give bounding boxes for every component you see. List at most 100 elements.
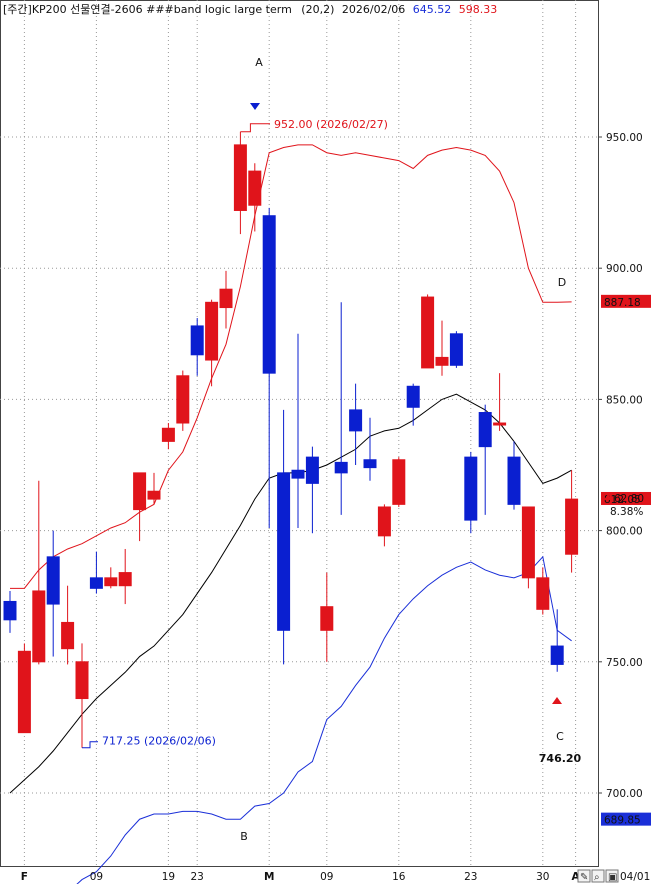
candle [392,457,406,507]
candle [133,472,147,542]
candle-body [176,375,190,424]
x-tick-label: 16 [392,871,406,883]
upper-band-value-tag-box [601,294,651,308]
header-params: (20,2) [301,3,334,16]
settings-button[interactable] [605,869,619,883]
candle [377,504,391,547]
change-value: 62.80 [614,493,644,505]
candle-body [377,506,391,537]
lower-band-value-tag-box [601,812,651,826]
candle-body [392,459,406,505]
x-tick-label: M [264,871,274,883]
header-date: 2026/02/06 [342,3,405,16]
candle [3,590,17,633]
candle-body [349,409,363,432]
candle-body [363,459,377,469]
candle-body [550,645,564,665]
annotations: A 952.00 (2026/02/27) 717.25 (2026/02/06) B… [82,56,651,843]
candle [75,643,89,748]
candle [17,643,31,734]
candle-body [133,472,147,511]
candle-body [262,215,276,374]
candle-body [118,572,132,587]
zoom-icon: ⌕ [594,872,600,883]
candle-body [320,606,334,631]
draw-pencil-button[interactable] [577,869,591,883]
candle [219,270,233,329]
y-axis: 950.00 900.00 850.00 800.00 750.00 700.00 [598,132,643,800]
pencil-icon: ✎ [580,872,588,883]
candle-body [190,325,204,356]
candle-body [435,356,449,366]
candle-body [248,170,262,206]
y-tick-label: 850.00 [606,394,643,406]
zoom-button[interactable] [591,869,605,883]
header-title: [주간]KP200 선물연결-2606 ###band logic large … [3,3,292,16]
candle [61,585,75,665]
candle [161,423,175,450]
candle-body [147,490,161,500]
candle [320,572,334,662]
candle [104,567,118,589]
close-value-tag: 812.05 [604,494,641,506]
chart-header: [주간]KP200 선물연결-2606 ###band logic large … [3,3,497,16]
y-tick-label: 800.00 [606,526,643,538]
candle [248,163,262,232]
candle-body [464,456,478,521]
high-value-label: 952.00 (2026/02/27) [274,118,388,131]
x-tick-label: A [572,871,581,883]
lower-band-line [76,555,572,884]
end-date-label: 04/01 [620,871,650,883]
candle [421,294,435,369]
lower-band-value-tag: 689.85 [604,815,641,827]
candle [435,320,449,376]
candle [493,373,507,431]
label-c: C [556,730,564,743]
label-b: B [240,830,248,843]
change-up-icon [604,494,612,500]
y-tick-label: 750.00 [606,657,643,669]
up-arrow-icon [552,697,562,712]
candle [363,417,377,481]
candle-body [291,469,305,479]
candle [89,551,103,594]
candle [277,409,291,665]
mid-band-line [9,393,572,794]
label-d: D [558,276,566,289]
x-tick-label: 19 [162,871,175,883]
candle [478,404,492,515]
x-tick-label: 23 [464,871,477,883]
candle [550,609,564,672]
candle-body [478,412,492,448]
candle [565,470,579,573]
candle-body [277,472,291,631]
close-value-tag-box [601,491,651,505]
candle [147,472,161,505]
y-tick-label: 900.00 [606,263,643,275]
candle [305,446,319,534]
down-arrow-icon [250,93,260,110]
x-axis: F 09 19 23 M 09 16 23 30 A [21,871,581,883]
candle [32,480,46,665]
candle [118,548,132,605]
candle-body [61,621,75,650]
candle-body [449,333,463,366]
low-marker-line [82,741,98,749]
x-tick-label: F [21,871,28,883]
candle-body [205,301,219,361]
candle-body [233,144,247,211]
x-tick-label: 09 [320,871,333,883]
candle [334,302,348,515]
low-value-label: 717.25 (2026/02/06) [102,735,216,748]
candle-body [334,461,348,474]
candle [190,318,204,376]
bollinger-bands [9,144,572,884]
candle [521,506,535,589]
candle [406,383,420,426]
candle [507,441,521,510]
candle [291,333,305,528]
candle-body [421,296,435,369]
high-marker-line [240,123,270,133]
candle-body [305,456,319,484]
